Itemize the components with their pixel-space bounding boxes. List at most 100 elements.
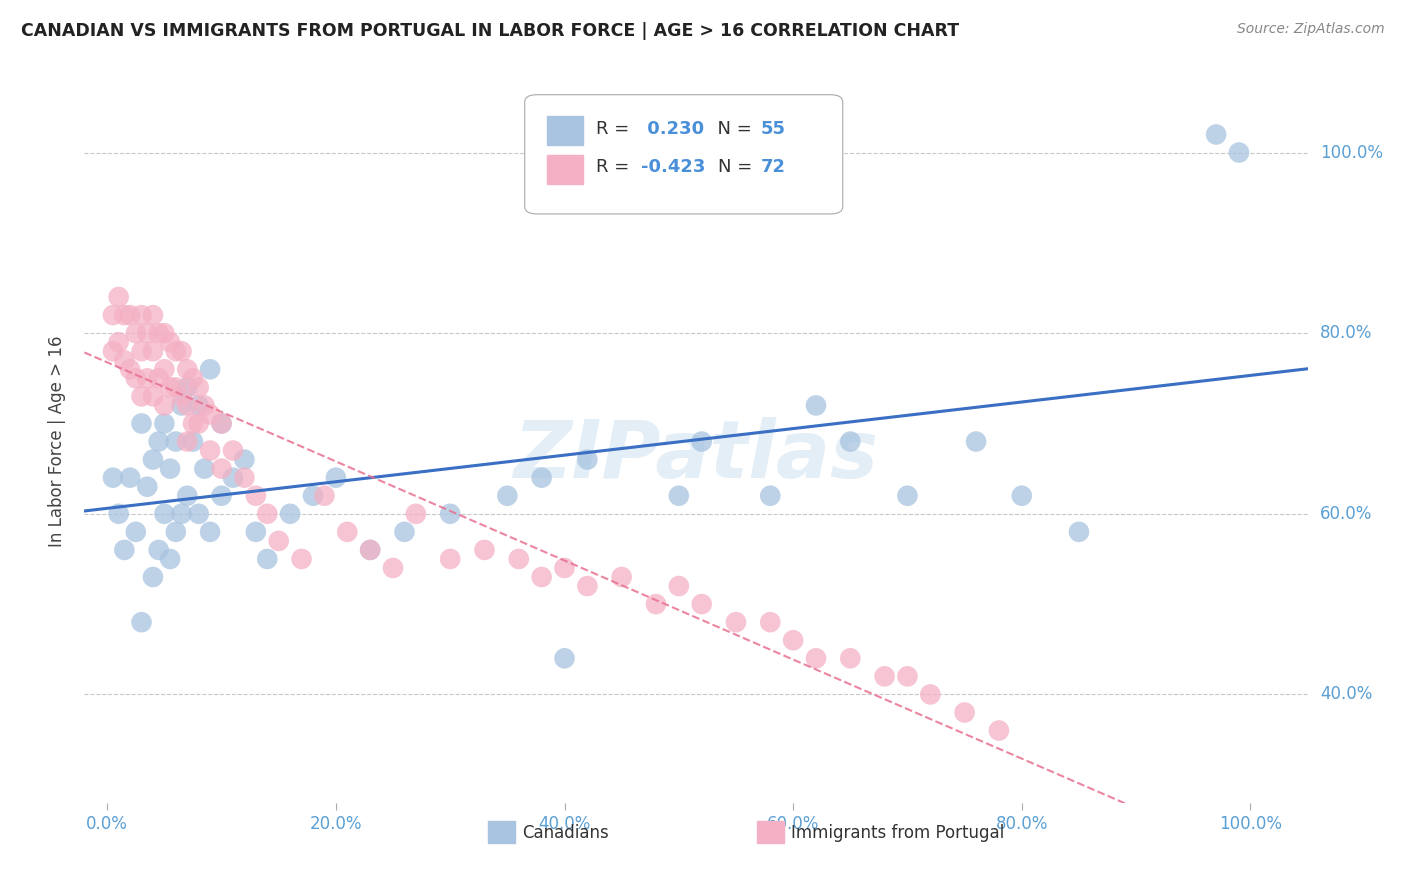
Point <box>131 308 153 322</box>
Point <box>382 561 405 575</box>
Text: ZIPatlas: ZIPatlas <box>513 417 879 495</box>
Point <box>153 326 176 341</box>
Point <box>965 434 987 449</box>
Point <box>530 570 553 584</box>
Point <box>187 507 209 521</box>
Point <box>165 380 187 394</box>
Point <box>245 524 267 539</box>
Point <box>325 471 347 485</box>
Point <box>759 489 782 503</box>
Point <box>222 443 245 458</box>
Point <box>530 471 553 485</box>
Point <box>222 471 245 485</box>
Point <box>896 489 918 503</box>
Point <box>125 524 148 539</box>
Point <box>142 308 165 322</box>
Point <box>176 380 198 394</box>
Text: 72: 72 <box>761 158 786 176</box>
Point <box>198 443 221 458</box>
Point <box>181 434 204 449</box>
Point <box>1227 145 1250 160</box>
Point <box>724 615 747 630</box>
Text: 0.230: 0.230 <box>641 120 704 137</box>
Point <box>107 507 129 521</box>
Point <box>176 362 198 376</box>
Point <box>170 507 193 521</box>
Point <box>839 651 862 665</box>
Point <box>148 434 170 449</box>
Point <box>193 398 215 412</box>
Point <box>610 570 633 584</box>
Point <box>142 389 165 403</box>
Point <box>782 633 804 648</box>
Point <box>165 434 187 449</box>
Point <box>136 480 159 494</box>
Text: -0.423: -0.423 <box>641 158 706 176</box>
Point <box>176 489 198 503</box>
Text: R =: R = <box>596 120 634 137</box>
Point <box>1011 489 1033 503</box>
Point <box>668 579 690 593</box>
Point <box>170 398 193 412</box>
Point <box>153 362 176 376</box>
Point <box>187 398 209 412</box>
Point <box>142 570 165 584</box>
Point <box>176 434 198 449</box>
Point <box>839 434 862 449</box>
Point <box>553 561 575 575</box>
Point <box>181 417 204 431</box>
Point <box>101 308 124 322</box>
FancyBboxPatch shape <box>547 117 583 145</box>
Text: 60.0%: 60.0% <box>1320 505 1372 523</box>
Text: Canadians: Canadians <box>522 824 609 842</box>
Point <box>245 489 267 503</box>
Point <box>125 371 148 385</box>
Point <box>508 552 530 566</box>
Point <box>187 417 209 431</box>
Text: R =: R = <box>596 158 634 176</box>
Point <box>131 389 153 403</box>
Point <box>120 308 142 322</box>
Point <box>211 417 233 431</box>
Point <box>576 579 599 593</box>
FancyBboxPatch shape <box>488 821 515 843</box>
Point <box>136 326 159 341</box>
Point <box>439 552 461 566</box>
Point <box>181 371 204 385</box>
Point <box>159 335 181 350</box>
Point <box>302 489 325 503</box>
Point <box>359 542 381 557</box>
Point <box>107 290 129 304</box>
Point <box>256 552 278 566</box>
Point <box>690 597 713 611</box>
Point <box>120 471 142 485</box>
Point <box>896 669 918 683</box>
Point <box>142 452 165 467</box>
Point <box>211 489 233 503</box>
FancyBboxPatch shape <box>547 154 583 184</box>
Point <box>1205 128 1227 142</box>
Point <box>873 669 896 683</box>
Point <box>107 335 129 350</box>
Point <box>804 398 827 412</box>
Point <box>148 371 170 385</box>
Point <box>405 507 427 521</box>
Text: N =: N = <box>718 158 758 176</box>
Text: 100.0%: 100.0% <box>1320 144 1384 161</box>
Point <box>112 308 135 322</box>
Point <box>148 326 170 341</box>
Text: 80.0%: 80.0% <box>1320 324 1372 343</box>
Point <box>496 489 519 503</box>
Point <box>125 326 148 341</box>
Point <box>153 507 176 521</box>
Point <box>198 524 221 539</box>
Point <box>1067 524 1090 539</box>
Point <box>987 723 1010 738</box>
Point <box>314 489 336 503</box>
Point <box>159 461 181 475</box>
Point <box>211 417 233 431</box>
Point <box>170 389 193 403</box>
Point <box>233 471 256 485</box>
Point <box>690 434 713 449</box>
Point <box>953 706 976 720</box>
